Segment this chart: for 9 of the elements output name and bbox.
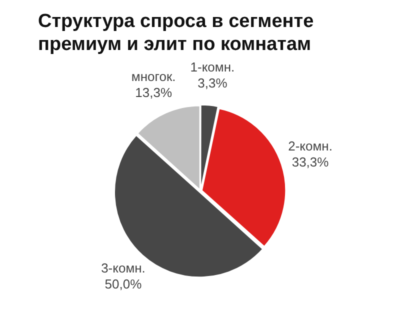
slice-label: 1-комн. <box>190 60 235 75</box>
data-label: 3,3% <box>198 76 228 91</box>
data-label: 13,3% <box>135 85 172 100</box>
slice-label: 3-комн. <box>101 260 146 276</box>
data-label: 50,0% <box>104 276 142 292</box>
slice-label: 2-комн. <box>288 138 332 154</box>
slice-label: многок. <box>131 69 176 84</box>
chart-title: Структура спроса в сегменте премиум и элит по комнатам <box>38 10 315 56</box>
data-label: 33,3% <box>292 154 330 170</box>
